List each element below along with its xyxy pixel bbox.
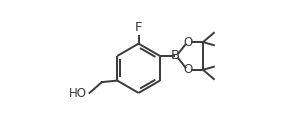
Text: O: O bbox=[183, 63, 192, 76]
Text: F: F bbox=[135, 21, 142, 34]
Text: O: O bbox=[183, 36, 192, 49]
Text: B: B bbox=[171, 49, 180, 62]
Text: HO: HO bbox=[69, 87, 87, 100]
